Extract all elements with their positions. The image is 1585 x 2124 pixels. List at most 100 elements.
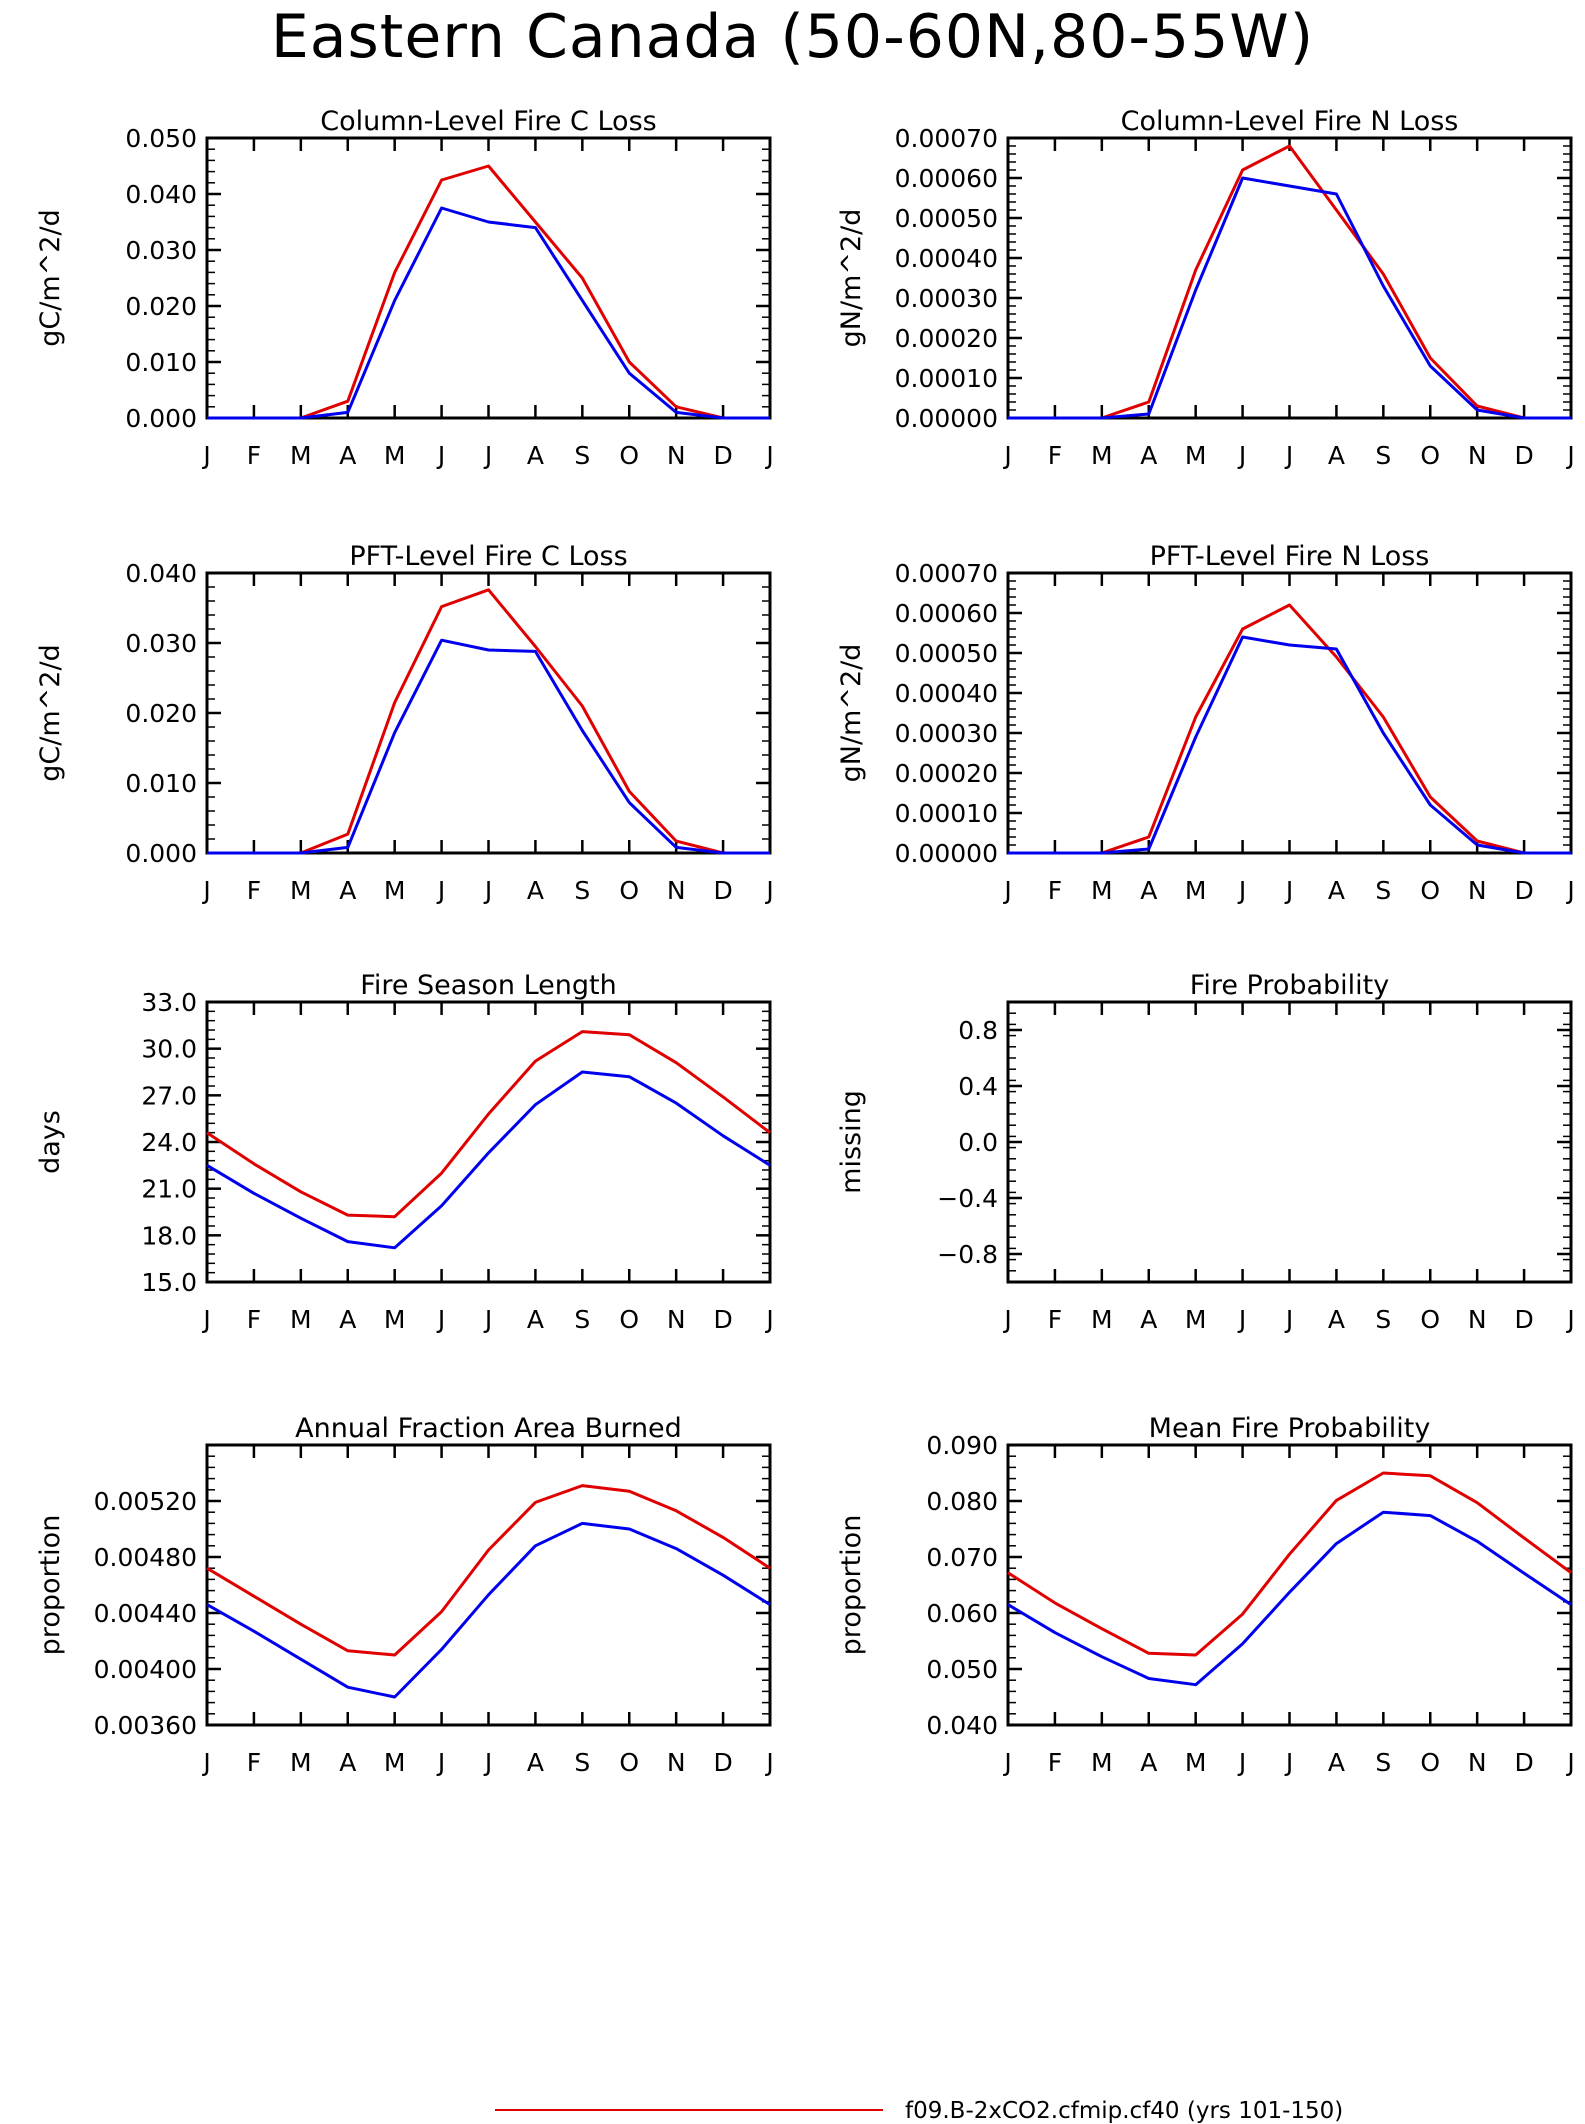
x-tick-label: A	[527, 876, 544, 905]
chart-fire-probability: J F M A M J J A S O N D J −0.8 −0.4 0.0 0.4 0.8 Fire Proba…	[808, 952, 1585, 1356]
y-tick-label: 0.00000	[895, 839, 998, 868]
x-tick-label: O	[619, 1305, 639, 1334]
y-tick-label: 24.0	[141, 1128, 197, 1157]
chart-title: Column-Level Fire N Loss	[1121, 106, 1459, 137]
y-tick-label: 0.070	[926, 1543, 998, 1572]
x-tick-label: N	[1468, 876, 1487, 905]
y-axis-label: gN/m^2/d	[836, 644, 867, 783]
chart-title: Fire Season Length	[360, 970, 616, 1001]
y-tick-label: 0.090	[926, 1431, 998, 1460]
y-tick-label: 21.0	[141, 1175, 197, 1204]
series-line-case	[1008, 603, 1571, 855]
x-tick-label: J	[1284, 1748, 1293, 1777]
x-tick-label: J	[1284, 876, 1293, 905]
chart-title: Fire Probability	[1190, 970, 1390, 1001]
series-line-control	[207, 638, 770, 855]
y-tick-label: 0.040	[926, 1711, 998, 1740]
y-tick-label: 0.00520	[94, 1487, 197, 1516]
series-line-case	[207, 588, 770, 855]
x-tick-label: J	[1237, 1305, 1246, 1334]
x-tick-label: M	[384, 1748, 406, 1777]
x-tick-label: N	[1468, 441, 1487, 470]
x-tick-label: J	[1002, 876, 1011, 905]
y-tick-label: 0.00070	[895, 124, 998, 153]
x-tick-label: A	[1328, 1305, 1345, 1334]
y-tick-label: 0.000	[125, 404, 197, 433]
y-tick-label: 27.0	[141, 1081, 197, 1110]
x-tick-label: F	[1048, 441, 1062, 470]
y-tick-label: 0.00020	[895, 324, 998, 353]
plot-frame	[1006, 571, 1573, 855]
plot-frame	[205, 571, 772, 855]
chart-svg: J F M A M J J A S O N D J0.003600.004000.004400.0048…	[35, 1413, 774, 1777]
series-line-case	[1007, 1471, 1572, 1657]
x-tick-label: A	[1140, 876, 1157, 905]
y-tick-label: 0.050	[125, 124, 197, 153]
plot-frame	[205, 1443, 772, 1727]
y-axis-label: proportion	[836, 1515, 867, 1656]
y-tick-label: 0.030	[125, 236, 197, 265]
x-tick-label: M	[1091, 1305, 1113, 1334]
y-tick-label: 0.080	[926, 1487, 998, 1516]
chart-annual-fraction-area-burned: J F M A M J J A S O N D J 0.00360 0.00400 0.00440 0.0048…	[7, 1395, 790, 1799]
x-tick-label: S	[1375, 441, 1391, 470]
x-tick-label: O	[1420, 1748, 1440, 1777]
y-tick-label: 18.0	[141, 1221, 197, 1250]
x-tick-label: J	[1565, 1748, 1574, 1777]
x-tick-label: N	[667, 441, 686, 470]
x-tick-label: A	[339, 441, 356, 470]
x-tick-label: J	[436, 441, 445, 470]
x-tick-label: D	[1514, 1305, 1533, 1334]
plot-frame	[1006, 1000, 1573, 1284]
y-axis-label: gN/m^2/d	[836, 209, 867, 348]
y-tick-label: 0.040	[125, 180, 197, 209]
x-tick-label: D	[713, 441, 732, 470]
series-line-case	[206, 1030, 771, 1219]
x-tick-label: M	[1185, 876, 1207, 905]
y-tick-label: 0.00440	[94, 1599, 197, 1628]
x-tick-label: J	[483, 1748, 492, 1777]
chart-svg: J F M A M J J A S O N D J0.0400.0500.0600.0700.0800.…	[836, 1413, 1575, 1777]
x-tick-label: A	[527, 1305, 544, 1334]
x-tick-label: J	[201, 441, 210, 470]
x-tick-label: M	[1185, 441, 1207, 470]
x-tick-label: J	[764, 441, 773, 470]
series-line-control	[207, 206, 770, 420]
chart-column-level-fire-n-loss: J F M A M J J A S O N D J 0.00000 0.00010 0.00020 0.0003…	[808, 88, 1585, 492]
x-tick-label: A	[1140, 441, 1157, 470]
x-tick-label: O	[619, 876, 639, 905]
x-tick-label: D	[713, 1748, 732, 1777]
chart-svg: J F M A M J J A S O N D J0.0000.0100.0200.0300.0400.…	[35, 106, 774, 470]
y-tick-label: 30.0	[141, 1035, 197, 1064]
x-tick-label: D	[713, 1305, 732, 1334]
series-line-case	[206, 1484, 771, 1657]
x-tick-label: A	[339, 876, 356, 905]
x-tick-label: M	[384, 441, 406, 470]
y-tick-label: 0.050	[926, 1655, 998, 1684]
x-tick-label: A	[1328, 876, 1345, 905]
y-tick-label: 0.0	[958, 1128, 998, 1157]
series-line-case	[207, 164, 770, 420]
y-tick-label: 0.00020	[895, 759, 998, 788]
x-tick-label: S	[574, 1305, 590, 1334]
x-tick-label: J	[1237, 441, 1246, 470]
chart-svg: J F M A M J J A S O N D J0.000000.000100.000200.0003…	[836, 106, 1575, 470]
x-tick-label: D	[1514, 441, 1533, 470]
x-tick-label: J	[1237, 876, 1246, 905]
y-tick-label: 0.00050	[895, 639, 998, 668]
page-title: Eastern Canada (50-60N,80-55W)	[270, 2, 1315, 72]
plot-frame	[205, 1000, 772, 1284]
x-tick-label: D	[1514, 876, 1533, 905]
chart-title: Mean Fire Probability	[1149, 1413, 1431, 1444]
x-tick-label: J	[201, 876, 210, 905]
x-tick-label: D	[713, 876, 732, 905]
x-tick-label: S	[1375, 1748, 1391, 1777]
x-tick-label: A	[1140, 1305, 1157, 1334]
plot-frame	[1006, 136, 1573, 420]
x-tick-label: J	[764, 876, 773, 905]
plot-frame	[1006, 1443, 1573, 1727]
y-tick-label: 0.00030	[895, 284, 998, 313]
series-line-control	[1008, 176, 1571, 420]
y-axis-label: gC/m^2/d	[35, 209, 66, 346]
